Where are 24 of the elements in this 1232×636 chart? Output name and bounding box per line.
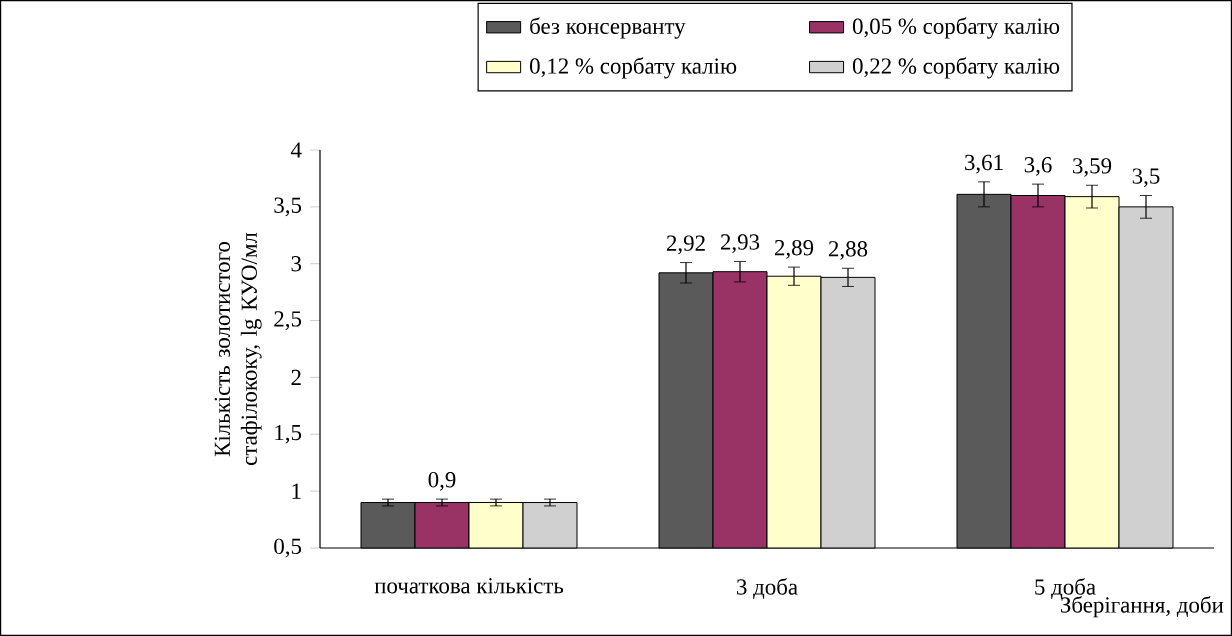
data-label: 3,5 [1132, 168, 1160, 188]
legend-label: 0,05 % сорбату калію [852, 17, 1060, 39]
data-label: 2,92 [666, 235, 705, 255]
y-tick-label: 3,5 [274, 197, 302, 217]
x-tick-label: початкова кількість [374, 578, 564, 594]
legend-label: без консерванту [530, 17, 686, 39]
y-tick-label: 2 [291, 369, 301, 386]
y-tick-label: 2,5 [274, 311, 302, 330]
data-label: 3,59 [1073, 158, 1112, 177]
y-tick-label: 1,5 [275, 424, 302, 444]
data-label: 3,61 [965, 154, 1003, 174]
data-label: 2,88 [828, 241, 868, 260]
data-label: 2,93 [720, 234, 760, 254]
x-tick-label: 3 доба [737, 578, 798, 599]
y-tick-label: 4 [290, 142, 302, 158]
data-label: 0,9 [428, 471, 456, 491]
legend-label: 0,22 % сорбату калію [852, 57, 1060, 79]
legend-label: 0,12 % сорбату калію [530, 57, 737, 79]
y-tick-label: 0,5 [274, 538, 302, 558]
data-label: 3,6 [1024, 157, 1052, 176]
y-tick-label: 3 [291, 256, 302, 272]
y-tick-label: 1 [292, 483, 301, 499]
data-label: 2,89 [774, 239, 814, 259]
y-axis-title: Кількість золотистого стафілококу, lg КУО/мл [214, 232, 262, 465]
